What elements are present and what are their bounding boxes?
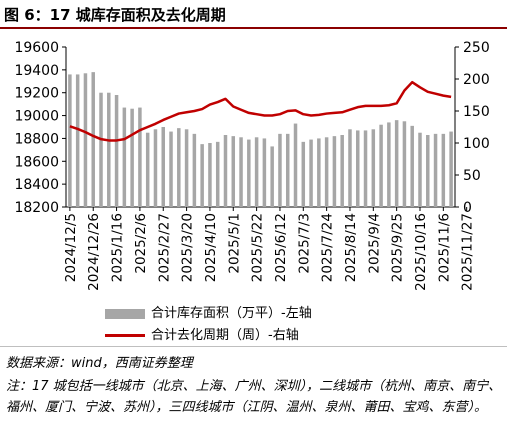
legend-bar-label: 合计库存面积（万平）-左轴	[151, 306, 312, 321]
bar	[270, 146, 274, 207]
right-tick-label: 50	[463, 168, 481, 184]
x-tick-label: 2025/4/10	[203, 213, 219, 282]
bar	[161, 127, 165, 207]
bar	[192, 133, 197, 207]
bar	[285, 133, 290, 207]
x-tick-label: 2025/2/6	[133, 213, 149, 274]
bar	[254, 137, 259, 207]
line-series	[69, 80, 452, 142]
x-tick-label: 2025/9/25	[390, 213, 406, 282]
bar	[379, 124, 383, 207]
note-text: 注：17 城包括一线城市（北京、上海、广州、深圳），二线城市（杭州、南京、南宁、…	[6, 379, 502, 415]
x-tick-label: 2025/11/6	[436, 213, 452, 282]
bar	[356, 130, 360, 207]
bar	[75, 74, 80, 208]
source-separator	[0, 346, 507, 347]
x-tick-label: 2025/2/27	[156, 213, 172, 282]
left-tick-label: 19000	[14, 109, 59, 125]
bar	[68, 74, 72, 208]
bar	[426, 135, 430, 207]
bar	[239, 137, 243, 207]
right-tick-label: 150	[463, 104, 490, 120]
bar	[301, 141, 306, 207]
legend-line-label: 合计去化周期（周）-右轴	[151, 328, 299, 343]
left-tick-label: 19200	[14, 86, 59, 102]
source-text: 数据来源：wind，西南证券整理	[6, 356, 193, 371]
x-tick-label: 2025/7/3	[296, 213, 312, 274]
left-tick-label: 19400	[14, 63, 59, 79]
bar	[122, 107, 127, 207]
bar	[215, 141, 220, 207]
figure-title: 图 6：17 城库存面积及去化周期	[4, 6, 226, 24]
line-path	[69, 80, 452, 142]
bar	[441, 133, 446, 207]
bar	[145, 132, 150, 207]
bar	[387, 122, 391, 207]
x-tick-label: 2024/12/5	[63, 213, 79, 282]
x-tick-label: 2025/5/22	[250, 213, 266, 282]
bar	[99, 92, 103, 207]
bar	[153, 129, 158, 207]
legend-line-swatch	[105, 334, 145, 337]
bar	[208, 143, 212, 207]
x-tick-label: 2025/6/12	[273, 213, 289, 282]
x-tick-label: 2025/3/20	[180, 213, 196, 282]
bar	[309, 139, 313, 207]
bar	[262, 138, 267, 207]
x-tick-label: 2025/8/14	[343, 213, 359, 282]
bar	[231, 136, 236, 207]
bar	[91, 72, 95, 207]
bar	[278, 133, 282, 207]
bar	[177, 128, 181, 207]
bar	[247, 139, 251, 207]
bar	[371, 129, 376, 207]
left-tick-label: 19600	[14, 40, 59, 56]
bar	[449, 131, 453, 207]
right-tick-label: 100	[463, 136, 490, 152]
bar	[433, 133, 438, 207]
bar	[200, 144, 204, 207]
x-tick-label: 2025/5/1	[226, 213, 242, 274]
bar	[114, 95, 119, 207]
x-tick-label: 2025/1/16	[110, 213, 126, 282]
bar	[130, 108, 134, 207]
legend-bar-swatch	[105, 308, 145, 319]
bar-series	[68, 72, 453, 208]
bar	[138, 107, 142, 207]
right-tick-label: 0	[463, 200, 472, 216]
title-rule	[0, 27, 507, 29]
legend-bar-item: 合计库存面积（万平）-左轴	[105, 302, 312, 321]
left-tick-label: 18400	[14, 177, 59, 193]
bar	[402, 121, 407, 207]
right-tick-label: 200	[463, 72, 490, 88]
bar	[293, 123, 298, 207]
bar	[169, 131, 173, 207]
bar	[348, 129, 352, 207]
chart: 18200 18400 18600 18800 19000 19200 19400 19600…	[14, 40, 489, 291]
bar	[107, 92, 111, 207]
bar	[184, 129, 189, 207]
left-tick-label: 18800	[14, 131, 59, 147]
bar	[83, 73, 88, 207]
legend-line-item: 合计去化周期（周）-右轴	[105, 324, 299, 343]
bar	[332, 136, 337, 207]
x-tick-label: 2025/10/16	[413, 213, 429, 291]
bar	[223, 135, 228, 207]
bar	[340, 135, 344, 207]
right-tick-label: 250	[463, 40, 490, 56]
x-tick-label: 2025/11/27	[460, 213, 476, 291]
bar	[418, 132, 422, 207]
x-tick-label: 2024/12/26	[86, 213, 102, 291]
bar	[363, 130, 368, 207]
bar	[394, 120, 399, 207]
bar	[317, 138, 321, 207]
bar	[324, 137, 329, 207]
left-tick-label: 18600	[14, 154, 59, 170]
bar	[410, 125, 414, 207]
left-tick-label: 18200	[14, 200, 59, 216]
tick-labels: 18200 18400 18600 18800 19000 19200 19400 19600…	[14, 40, 489, 291]
x-tick-label: 2025/7/24	[320, 213, 336, 282]
x-tick-label: 2025/9/4	[366, 213, 382, 274]
